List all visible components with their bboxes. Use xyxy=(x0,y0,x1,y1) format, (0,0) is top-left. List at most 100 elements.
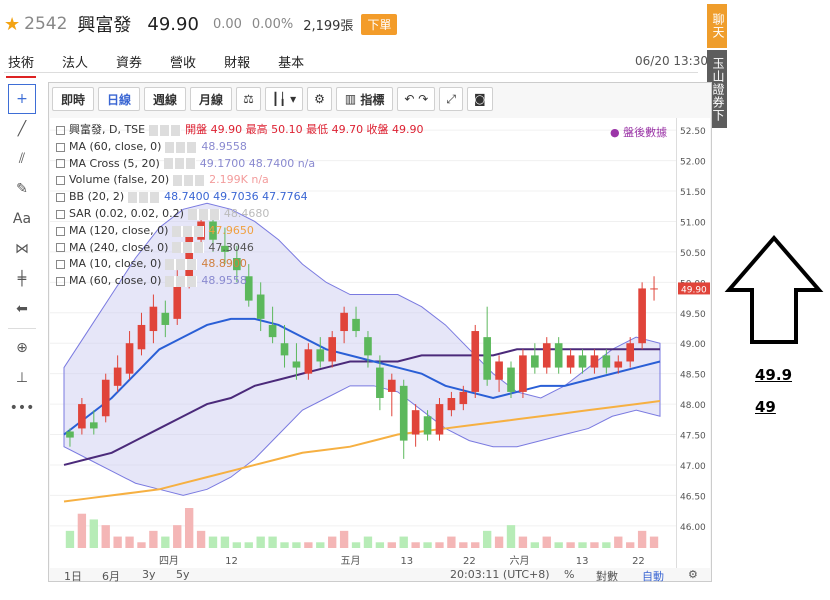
legend-checkbox[interactable] xyxy=(56,209,65,219)
tab-institutional[interactable]: 法人 xyxy=(62,56,89,71)
legend-checkbox[interactable] xyxy=(56,176,65,186)
settings-icon[interactable]: ⚙ xyxy=(307,87,332,111)
legend-value: 2.199K n/a xyxy=(209,173,269,187)
after-hours-link[interactable]: ● 盤後數據 xyxy=(610,126,668,139)
back-arrow-icon[interactable]: ⬅ xyxy=(16,301,28,317)
legend-checkbox[interactable] xyxy=(56,125,65,135)
candle-body xyxy=(101,379,110,417)
section-tabs: 技術 法人 資券 營收 財報 基本 xyxy=(6,52,330,78)
legend-checkbox[interactable] xyxy=(56,193,65,203)
interval-monthly[interactable]: 月線 xyxy=(190,87,233,111)
candle-body xyxy=(435,404,444,435)
range-1d[interactable]: 1日 xyxy=(64,570,82,583)
tab-basic[interactable]: 基本 xyxy=(278,56,305,71)
range-3y[interactable]: 3y xyxy=(142,568,156,581)
candle-body xyxy=(399,385,408,441)
candle-body xyxy=(89,422,98,429)
ruler-icon[interactable]: ⊥ xyxy=(15,370,29,386)
favorite-star-icon[interactable]: ★ xyxy=(4,13,21,35)
compare-icon[interactable]: ⚖ xyxy=(236,87,261,111)
legend-controls-icon[interactable] xyxy=(172,225,205,237)
legend-checkbox[interactable] xyxy=(56,277,65,287)
brush-icon[interactable]: ✎ xyxy=(16,181,28,197)
legend-controls-icon[interactable] xyxy=(187,208,220,220)
fib-icon[interactable]: ⫽ xyxy=(18,151,26,167)
log-toggle[interactable]: 對數 xyxy=(596,570,618,583)
legend-checkbox[interactable] xyxy=(56,159,65,169)
interval-daily[interactable]: 日線 xyxy=(98,87,141,111)
volume-bar xyxy=(244,542,253,548)
legend-checkbox[interactable] xyxy=(56,260,65,270)
candle-body xyxy=(137,324,146,350)
range-6m[interactable]: 6月 xyxy=(102,570,120,583)
volume-bar xyxy=(590,542,599,548)
auto-toggle[interactable]: 自動 xyxy=(642,570,664,583)
candle-body xyxy=(578,355,587,368)
trendline-icon[interactable]: ╱ xyxy=(17,121,27,137)
tab-margin[interactable]: 資券 xyxy=(116,56,143,71)
chatroom-tab[interactable]: 聊天室 xyxy=(694,4,727,48)
tab-financials[interactable]: 財報 xyxy=(224,56,251,71)
candle-body xyxy=(149,306,158,332)
tab-revenue[interactable]: 營收 xyxy=(170,56,197,71)
range-5y[interactable]: 5y xyxy=(176,568,190,581)
interval-weekly[interactable]: 週線 xyxy=(144,87,187,111)
text-tool-icon[interactable]: Aa xyxy=(12,211,32,227)
legend-checkbox[interactable] xyxy=(56,226,65,236)
price-change-pct: 0.00% xyxy=(251,16,294,32)
legend-controls-icon[interactable] xyxy=(172,242,205,254)
order-button[interactable]: 下單 xyxy=(361,13,398,35)
interval-realtime[interactable]: 即時 xyxy=(52,87,95,111)
legend-controls-icon[interactable] xyxy=(163,158,196,170)
camera-icon[interactable]: ◙ xyxy=(466,87,493,111)
tab-technical[interactable]: 技術 xyxy=(6,52,37,78)
bottom-settings-icon[interactable]: ⚙ xyxy=(688,568,698,581)
undo-redo-icon[interactable]: ↶ ↷ xyxy=(397,87,436,111)
volume-bar xyxy=(125,536,134,548)
legend-value: 47.9650 xyxy=(208,223,254,237)
more-icon[interactable]: ••• xyxy=(9,400,35,416)
price-tick-label: 50.50 xyxy=(680,249,706,259)
candlestick-chart[interactable]: 四月 12 五月 13 22 六月 13 22 xyxy=(50,118,676,568)
x-tick-label: 13 xyxy=(400,556,413,567)
legend-controls-icon[interactable] xyxy=(165,259,198,271)
candle-body xyxy=(376,367,384,398)
volume-bar xyxy=(637,530,647,548)
zoom-icon[interactable]: ⊕ xyxy=(16,340,28,356)
fullscreen-icon[interactable]: ⤢ xyxy=(439,87,463,111)
candle-body xyxy=(483,337,491,380)
candle-body xyxy=(256,294,265,319)
price-axis-svg: 52.5052.0051.5051.0050.5050.0049.5049.00… xyxy=(678,127,710,533)
volume-bar xyxy=(149,530,158,548)
legend-row: Volume (false, 20) 2.199K n/a xyxy=(56,172,424,189)
indicators-button[interactable]: ▥ 指標 xyxy=(335,87,394,111)
crosshair-icon[interactable]: + xyxy=(8,84,36,114)
legend-controls-icon[interactable] xyxy=(165,141,198,153)
legend-checkbox[interactable] xyxy=(56,243,65,253)
volume-bar xyxy=(375,542,385,548)
volume: 2,199張 xyxy=(303,18,354,34)
candle-body xyxy=(209,221,217,240)
x-tick-label: 四月 xyxy=(159,555,179,567)
measure-icon[interactable]: ╪ xyxy=(17,271,27,287)
legend-value: 47.3046 xyxy=(208,240,254,254)
candle-body xyxy=(447,398,456,411)
legend-row: MA Cross (5, 20) 49.1700 48.7400 n/a xyxy=(56,156,424,173)
legend-controls-icon[interactable] xyxy=(128,192,161,204)
tool-separator xyxy=(8,328,36,329)
candle-type-icon[interactable]: ┃╽ ▾ xyxy=(264,87,304,111)
percent-toggle[interactable]: % xyxy=(564,568,575,581)
candle-body xyxy=(221,245,229,252)
legend-checkbox[interactable] xyxy=(56,142,65,152)
candle-body xyxy=(471,331,480,392)
legend-controls-icon[interactable] xyxy=(173,175,206,187)
legend-controls-icon[interactable] xyxy=(149,124,182,136)
candle-body xyxy=(495,361,503,380)
plot-area[interactable]: 四月 12 五月 13 22 六月 13 22 xyxy=(50,118,676,568)
candle-body xyxy=(316,349,325,362)
legend-label: MA (10, close, 0) xyxy=(69,257,162,271)
pattern-icon[interactable]: ⋈ xyxy=(15,241,29,257)
volume-bar xyxy=(161,536,170,548)
price-axis[interactable]: 52.5052.0051.5051.0050.5050.0049.5049.00… xyxy=(676,118,710,568)
legend-controls-icon[interactable] xyxy=(165,276,198,288)
